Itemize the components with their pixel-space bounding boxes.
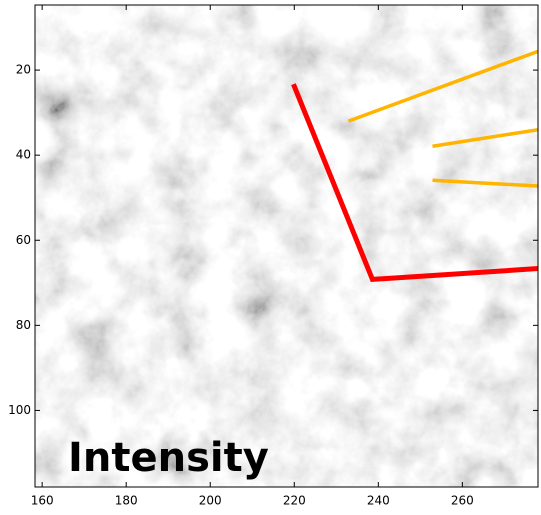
x-tick-label: 200 xyxy=(199,494,222,508)
x-tick-label: 220 xyxy=(283,494,306,508)
y-tick-label: 100 xyxy=(8,403,31,417)
x-tick-label: 260 xyxy=(451,494,474,508)
y-tick-label: 80 xyxy=(16,318,31,332)
y-tick-label: 20 xyxy=(16,63,31,77)
annotation: Intensity xyxy=(68,435,269,481)
y-tick-label: 60 xyxy=(16,233,31,247)
x-tick-label: 180 xyxy=(115,494,138,508)
x-tick-label: 160 xyxy=(31,494,54,508)
x-tick-label: 240 xyxy=(367,494,390,508)
chart: Intensity 160 180 200 220 240 260 20 40 60 80 100 xyxy=(0,0,541,515)
y-tick-label: 40 xyxy=(16,148,31,162)
